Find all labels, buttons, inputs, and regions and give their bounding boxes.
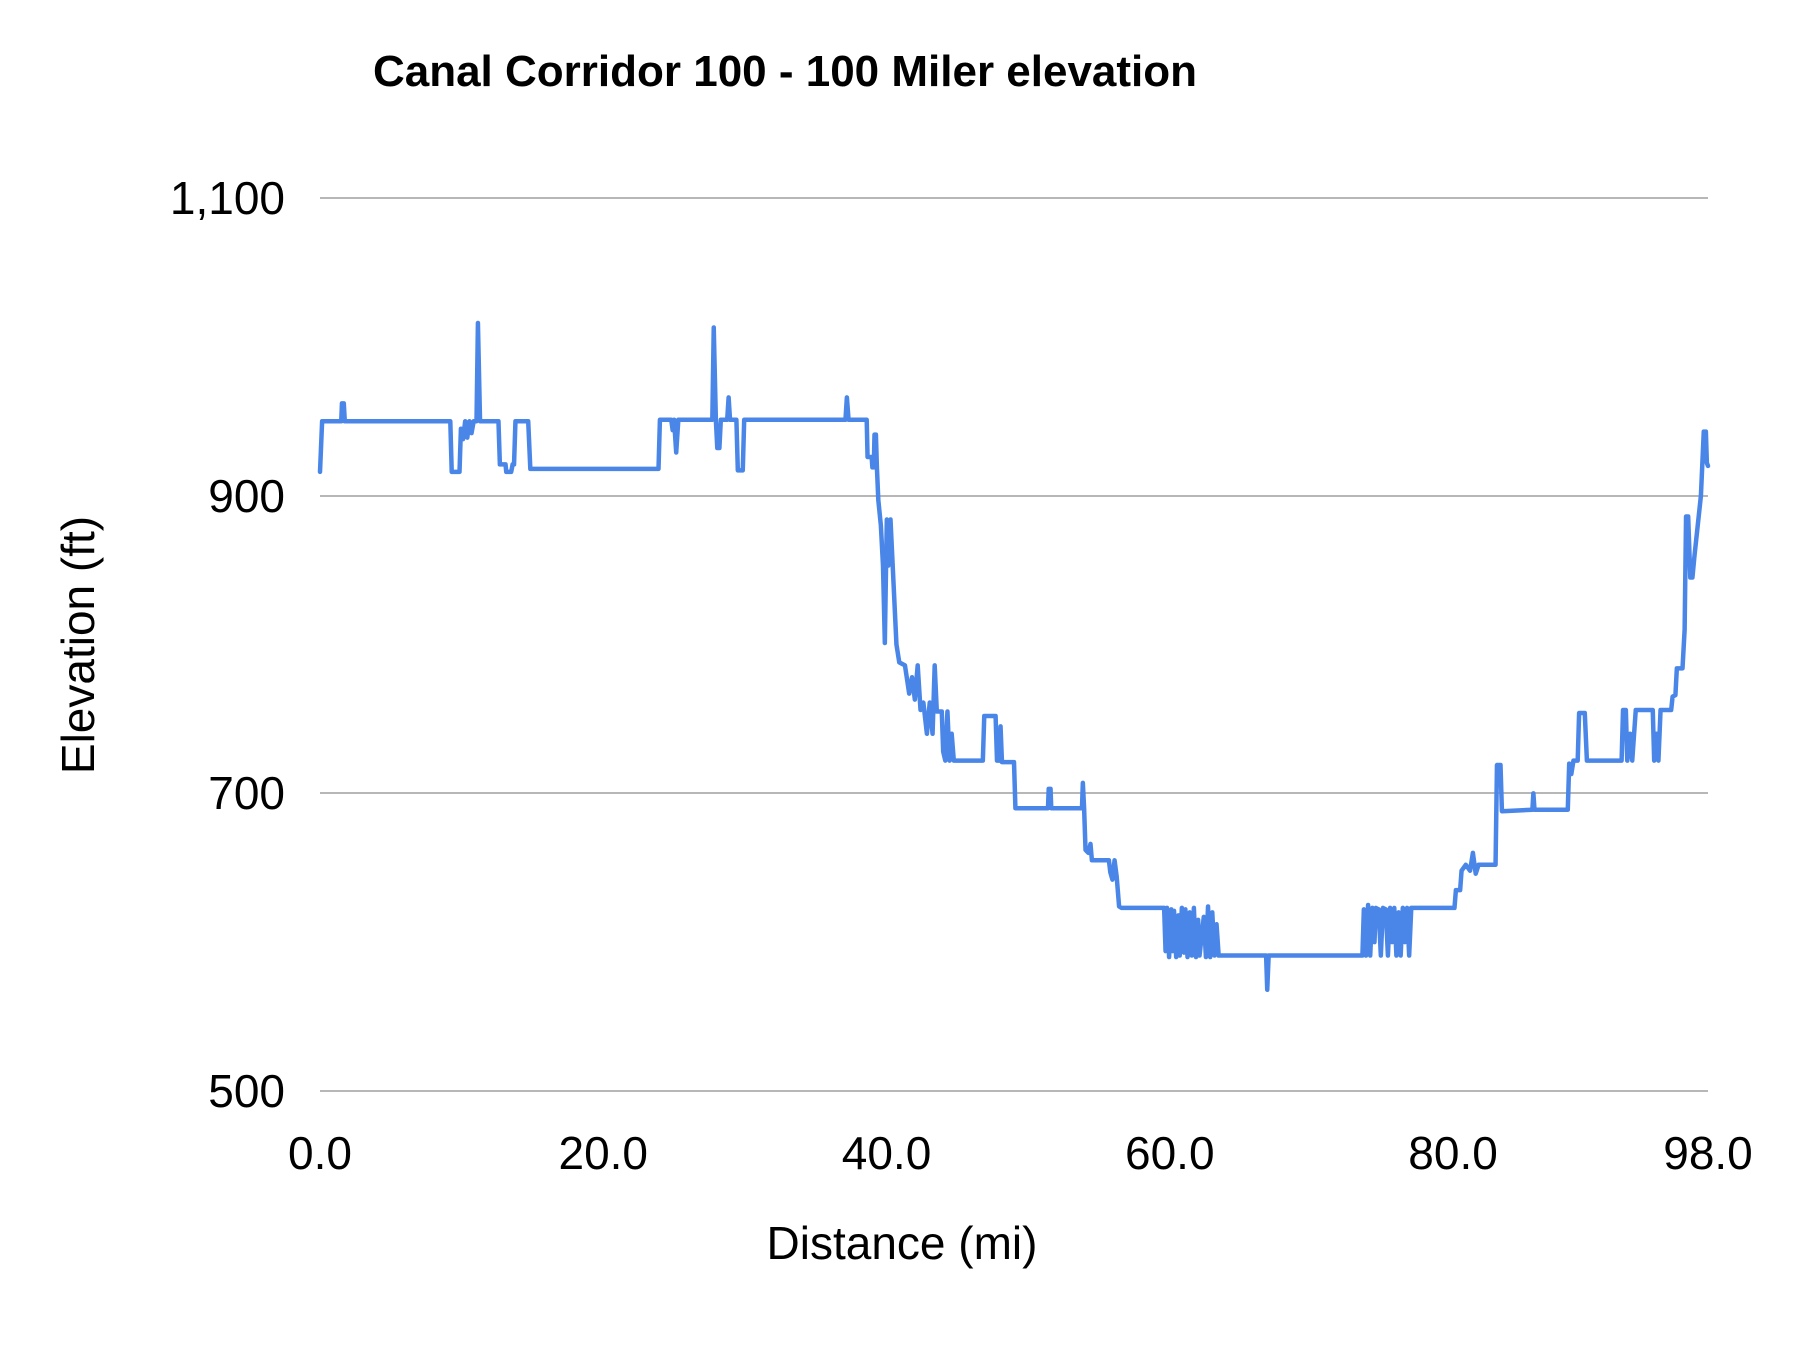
y-tick-label-900: 900	[208, 469, 285, 522]
x-axis-title: Distance (mi)	[766, 1217, 1038, 1269]
chart-title: Canal Corridor 100 - 100 Miler elevation	[372, 47, 1198, 96]
plot-area	[320, 197, 1708, 1092]
elevation-line-svg	[320, 198, 1708, 1091]
series-elevation	[320, 323, 1708, 990]
gridline-1100	[320, 197, 1708, 199]
x-tick-label-40: 40.0	[841, 1127, 932, 1179]
x-tick-label-98: 98.0	[1663, 1127, 1753, 1179]
x-tick-label-0: 0.0	[288, 1127, 352, 1179]
x-tick-label-80: 80.0	[1408, 1127, 1498, 1179]
x-tick-label-20: 20.0	[558, 1127, 649, 1179]
y-tick-label-700: 700	[208, 767, 285, 820]
gridline-900	[320, 494, 1708, 497]
gridline-500	[320, 1090, 1708, 1092]
y-tick-label-1100: 1,100	[169, 172, 285, 224]
y-tick-label-500: 500	[208, 1065, 285, 1117]
y-axis-title: Elevation (ft)	[52, 515, 104, 775]
x-tick-label-60: 60.0	[1125, 1127, 1215, 1179]
